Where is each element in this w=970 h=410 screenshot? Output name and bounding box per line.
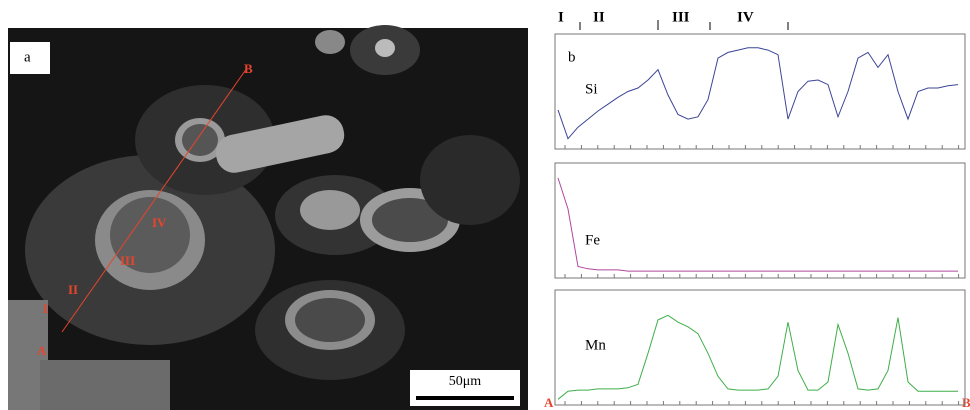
zone-label: II [68, 282, 78, 297]
zone-label: III [120, 253, 135, 268]
profile-panel [555, 290, 965, 405]
panel-label: b [568, 49, 576, 65]
profile-line [558, 315, 958, 399]
scan-start: A [544, 395, 554, 410]
zone-label: IV [152, 215, 167, 230]
zone-label: II [593, 9, 605, 25]
point-label: B [244, 61, 253, 76]
zone-label: I [43, 301, 48, 316]
zone-bar: I II III IV [558, 9, 788, 30]
sem-image: a B A I II III IV 50μm [8, 25, 528, 410]
zone-label: III [672, 9, 690, 25]
panel-label: a [24, 49, 31, 65]
element-label: Si [585, 81, 598, 97]
profile-panel [555, 34, 965, 149]
zone-label: IV [737, 9, 754, 25]
element-label: Fe [585, 232, 600, 248]
profile-panel [555, 163, 965, 278]
profile-line [558, 48, 958, 139]
figure: a B A I II III IV 50μm I II III IV b A B… [0, 0, 970, 410]
scale-bar-label: 50μm [449, 374, 482, 389]
scan-end: B [962, 395, 970, 410]
point-label: A [37, 343, 47, 358]
profile-line [558, 178, 958, 271]
zone-label: I [558, 9, 564, 25]
element-label: Mn [585, 337, 606, 353]
